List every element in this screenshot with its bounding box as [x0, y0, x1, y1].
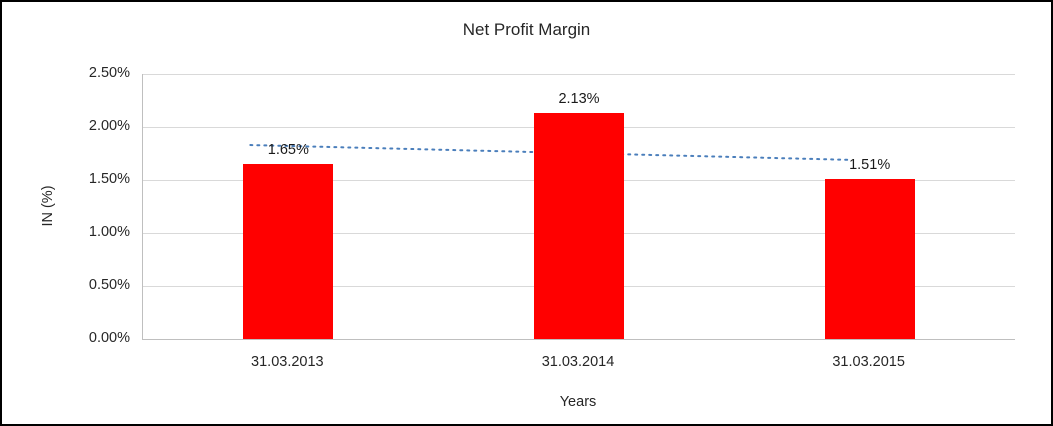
y-axis-tick-label: 2.00%	[88, 118, 130, 134]
chart-title: Net Profit Margin	[462, 20, 591, 39]
bar-data-label: 2.13%	[558, 91, 600, 108]
x-axis-title: Years	[559, 394, 597, 410]
y-axis-tick-label: 0.50%	[88, 277, 130, 293]
x-axis-tick-label: 31.03.2015	[832, 354, 905, 370]
bar-31.03.2013	[243, 164, 334, 339]
y-axis-title: IN (%)	[40, 185, 56, 227]
x-axis-tick-label: 31.03.2013	[251, 354, 324, 370]
trendline	[249, 144, 851, 161]
y-axis-tick-label: 1.00%	[88, 224, 130, 240]
bar-31.03.2015	[824, 178, 915, 339]
bar-data-label: 1.65%	[267, 142, 309, 159]
y-axis-tick-label: 2.50%	[88, 65, 130, 81]
y-axis-tick-label: 0.00%	[88, 330, 130, 346]
plot-area: 1.65% 2.13% 1.51%	[142, 74, 1015, 340]
bar-data-label: 1.51%	[849, 156, 891, 173]
x-axis-tick-label: 31.03.2014	[541, 354, 615, 370]
bar-31.03.2014	[534, 113, 624, 339]
y-axis-tick-label: 1.50%	[88, 171, 130, 187]
gridline	[143, 74, 1015, 75]
